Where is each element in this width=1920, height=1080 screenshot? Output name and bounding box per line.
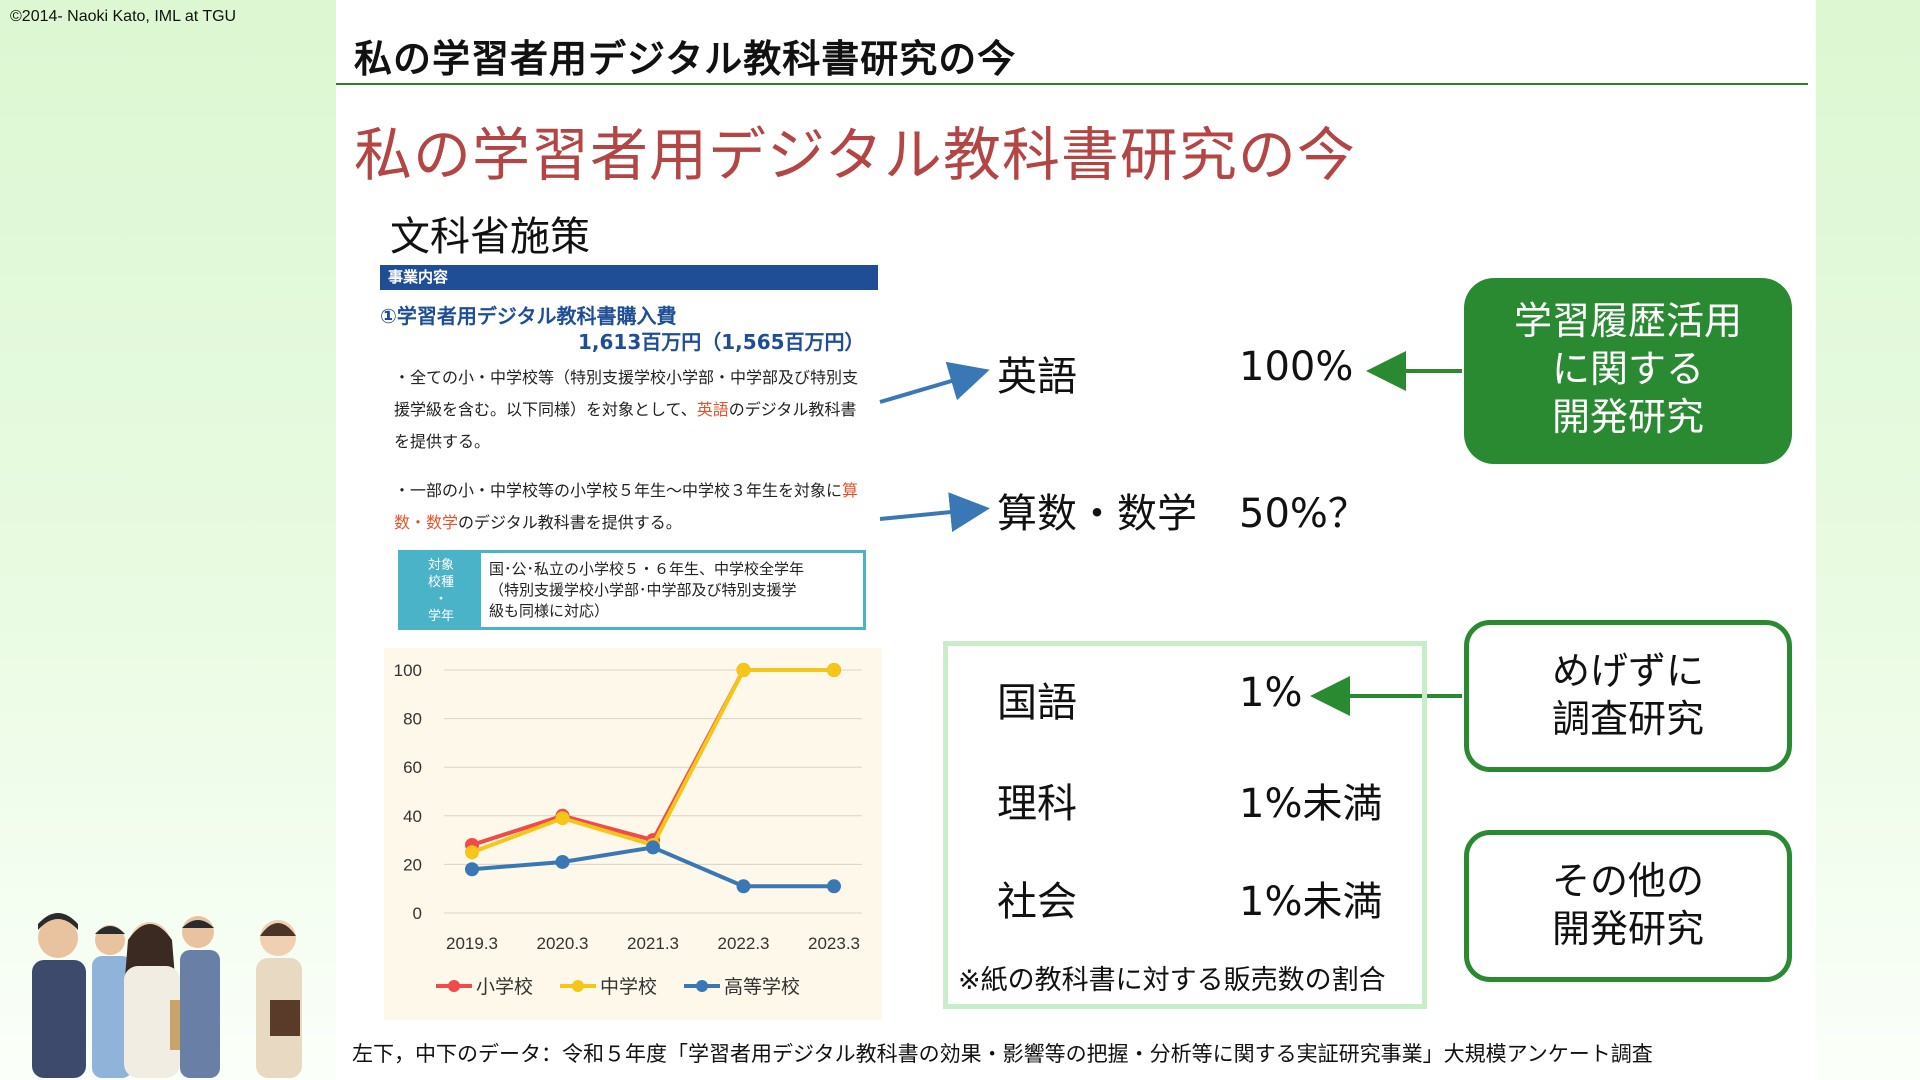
legend-marker [696, 980, 708, 992]
section-label: 文科省施策 [390, 214, 590, 260]
slide: 私の学習者用デジタル教科書研究の今 私の学習者用デジタル教科書研究の今 文科省施… [336, 0, 1816, 1080]
arrow-english [879, 361, 990, 404]
arrow-math [879, 492, 990, 533]
subject-social: 社会 [997, 879, 1077, 925]
value-social: 1%未満 [1239, 879, 1383, 925]
x-tick-label: 2019.3 [446, 934, 498, 953]
data-point [736, 879, 751, 894]
student-figure [256, 920, 302, 1078]
subject-science: 理科 [997, 781, 1077, 827]
value-japanese: 1% [1239, 670, 1303, 716]
value-english: 100% [1239, 344, 1354, 390]
line-chart: 0 20 40 60 80 100 2019.3 2020.3 2021.3 2022.3 2023… [384, 648, 882, 1020]
value-science: 1%未満 [1239, 781, 1383, 827]
y-tick-label: 0 [413, 904, 422, 923]
bullet-text: ・一部の小・中学校等の小学校５年生～中学校３年生を対象に [394, 481, 843, 500]
subject-english: 英語 [997, 354, 1077, 400]
y-tick-label: 60 [403, 758, 422, 777]
x-tick-label: 2021.3 [627, 934, 679, 953]
doc-budget: 1,613百万円（1,565百万円） [578, 330, 865, 354]
y-tick-label: 100 [394, 661, 422, 680]
survey-research-box: めげずに 調査研究 [1464, 620, 1792, 772]
learning-history-box: 学習履歴活用 に関する 開発研究 [1464, 278, 1792, 464]
main-heading: 私の学習者用デジタル教科書研究の今 [354, 121, 1356, 189]
subject-math: 算数・数学 [997, 491, 1197, 537]
legend-marker [448, 980, 460, 992]
sales-ratio-note: ※紙の教科書に対する販売数の割合 [958, 965, 1386, 996]
student-figure [180, 916, 220, 1078]
data-point [555, 811, 570, 826]
other-research-box: その他の 開発研究 [1464, 830, 1792, 982]
doc-bullet-math: ・一部の小・中学校等の小学校５年生～中学校３年生を対象に算数・数学のデジタル教科… [394, 475, 864, 539]
doc-bullet-english: ・全ての小・中学校等（特別支援学校小学部・中学部及び特別支援学級を含む。以下同様… [394, 362, 864, 458]
data-point [555, 854, 570, 869]
y-tick-label: 20 [403, 855, 422, 874]
students-illustration [32, 913, 302, 1078]
target-text: 国･公･私立の小学校５・６年生、中学校全学年 （特別支援学校小学部･中学部及び特… [489, 560, 805, 620]
bullet-text: のデジタル教科書を提供する。 [458, 513, 682, 532]
x-tick-label: 2023.3 [808, 934, 860, 953]
bullet-text: のデジタル教科書を提供する。 [394, 400, 857, 451]
x-tick-label: 2020.3 [537, 934, 589, 953]
x-tick-label: 2022.3 [718, 934, 770, 953]
bullet-text: ・全ての小・中学校等（特別支援学校小学部・中学部及び特別支援学級を含む。以下同様… [394, 368, 859, 419]
doc-header-bar: 事業内容 [380, 265, 878, 290]
target-box: 対象 校種 ・ 学年 国･公･私立の小学校５・６年生、中学校全学年 （特別支援学… [398, 550, 866, 630]
data-point [646, 840, 660, 855]
subject-japanese: 国語 [997, 680, 1077, 726]
doc-item-title: ①学習者用デジタル教科書購入費 [380, 304, 677, 328]
data-point [465, 862, 479, 877]
bullet-highlight: 英語 [696, 400, 729, 419]
legend-label: 高等学校 [724, 976, 800, 998]
student-figure [92, 925, 132, 1078]
chart-svg: 0 20 40 60 80 100 2019.3 2020.3 2021.3 2022.3 2023… [394, 661, 862, 998]
page-title: 私の学習者用デジタル教科書研究の今 [354, 37, 1017, 81]
legend-marker [572, 980, 584, 992]
y-tick-label: 40 [403, 807, 422, 826]
arrows-layer [879, 351, 1462, 716]
title-divider [336, 83, 1808, 85]
data-point [736, 663, 751, 677]
copyright-text: ©2014- Naoki Kato, IML at TGU [10, 8, 237, 25]
student-figure [32, 913, 86, 1078]
legend-label: 小学校 [476, 976, 533, 998]
value-math: 50%？ [1239, 491, 1368, 537]
legend-label: 中学校 [600, 976, 657, 998]
data-point [465, 845, 479, 860]
y-tick-label: 80 [403, 710, 422, 729]
data-point [827, 663, 841, 677]
subject-table-box [943, 641, 1427, 1009]
bullet-highlight: 算数・数学 [394, 481, 859, 532]
data-source-note: 左下，中下のデータ：令和５年度「学習者用デジタル教科書の効果・影響等の把握・分析… [352, 1042, 1653, 1066]
target-label: 対象 校種 ・ 学年 [401, 553, 481, 627]
data-point [827, 879, 841, 894]
